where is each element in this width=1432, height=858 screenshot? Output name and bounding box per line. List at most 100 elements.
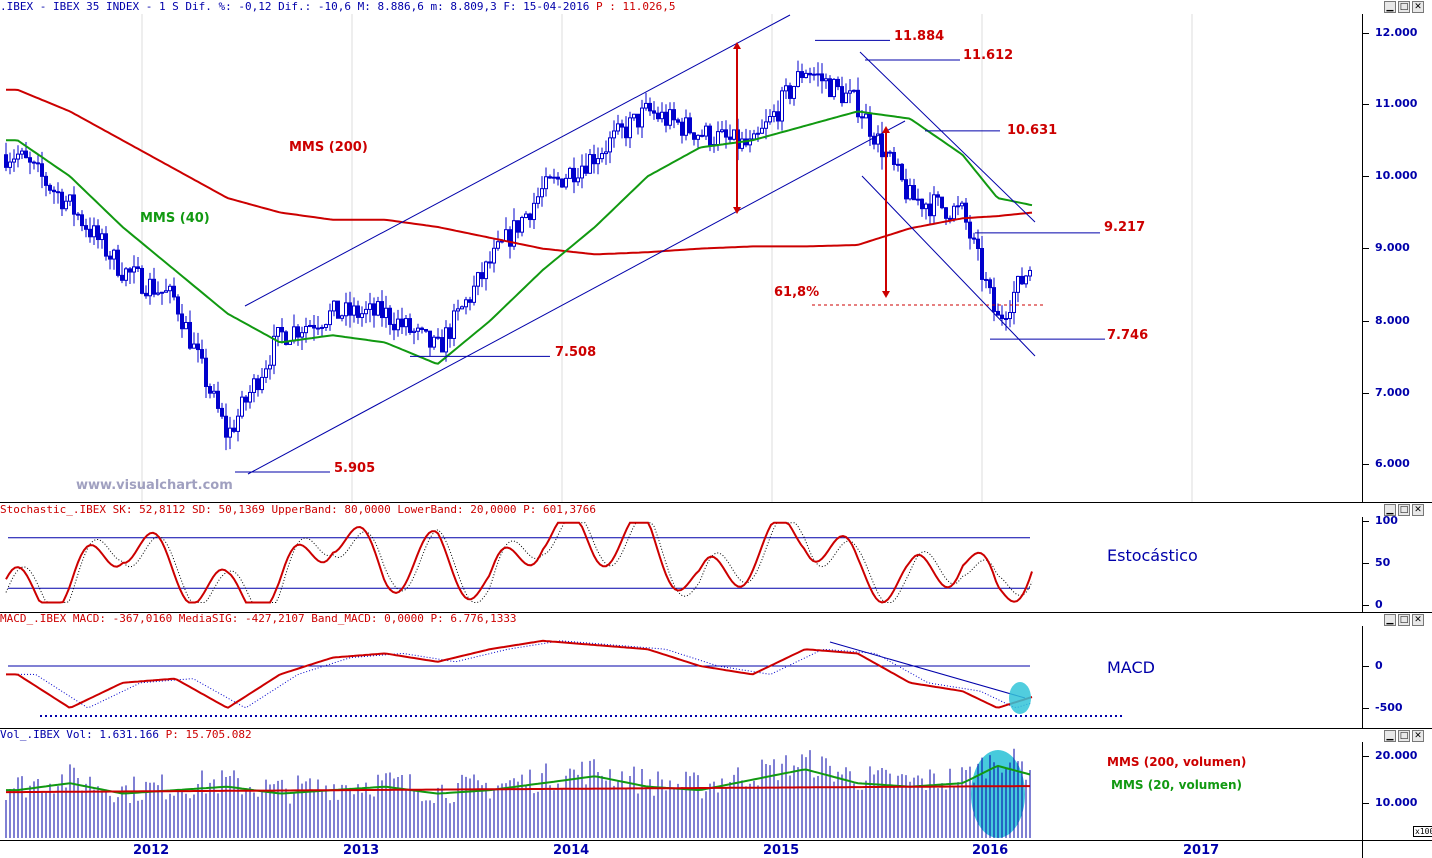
price-candle: [416, 327, 420, 332]
price-candle: [92, 225, 96, 238]
price-candle: [612, 130, 616, 139]
level-7746-label: 7.746: [1107, 328, 1149, 343]
price-candle: [412, 330, 416, 333]
price-candle: [216, 390, 220, 409]
price-header-prefix: .IBEX - IBEX 35 INDEX - 1 S Dif. %: -0,1…: [0, 0, 597, 13]
price-candle: [240, 396, 244, 417]
maximize-button[interactable]: □: [1398, 1, 1410, 13]
price-candle: [552, 176, 556, 179]
price-candle: [876, 133, 880, 145]
price-candle: [540, 188, 544, 198]
maximize-button[interactable]: □: [1398, 504, 1410, 516]
minimize-button[interactable]: ▁: [1384, 614, 1396, 626]
price-candle: [668, 109, 672, 126]
price-candle: [252, 378, 256, 393]
price-candle: [544, 176, 548, 190]
close-button[interactable]: ✕: [1412, 1, 1424, 13]
price-candle: [628, 117, 632, 139]
price-candle: [372, 303, 376, 316]
price-candle: [620, 123, 624, 128]
price-candle: [772, 111, 776, 118]
price-candle: [496, 241, 500, 249]
price-candle: [588, 154, 592, 174]
fib-618-label: 61,8%: [774, 285, 820, 300]
price-candle: [120, 274, 124, 281]
price-candle: [476, 272, 480, 287]
price-candle: [228, 427, 232, 438]
price-candle: [36, 162, 40, 165]
price-candle: [608, 137, 612, 153]
price-candle: [984, 278, 988, 281]
watermark: www.visualchart.com: [76, 478, 233, 493]
price-candle: [912, 185, 916, 201]
price-candle: [812, 73, 816, 76]
price-candle: [364, 308, 368, 315]
price-candle: [920, 198, 924, 210]
arrow-heads: [733, 42, 890, 298]
price-candle: [888, 151, 892, 154]
minimize-button[interactable]: ▁: [1384, 730, 1396, 742]
price-candle: [944, 207, 948, 219]
price-candle: [200, 349, 204, 359]
price-candle: [1024, 275, 1028, 285]
close-button[interactable]: ✕: [1412, 504, 1424, 516]
time-axis: 2012 2013 2014 2015 2016 2017: [0, 840, 1362, 858]
price-candle: [116, 249, 120, 276]
price-candle: [996, 310, 1000, 316]
price-candle: [852, 89, 856, 92]
level-9217-label: 9.217: [1104, 220, 1146, 235]
price-candle: [908, 185, 912, 200]
price-candle: [440, 337, 444, 353]
price-candle: [832, 78, 836, 98]
minimize-button[interactable]: ▁: [1384, 504, 1396, 516]
minimize-button[interactable]: ▁: [1384, 1, 1396, 13]
price-candle: [676, 119, 680, 123]
price-candle: [732, 129, 736, 140]
price-candle: [688, 117, 692, 134]
price-candle: [80, 214, 84, 227]
price-candle: [172, 285, 176, 298]
price-candle: [700, 134, 704, 137]
price-candle: [312, 324, 316, 329]
price-candle: [156, 292, 160, 295]
maximize-button[interactable]: □: [1398, 730, 1410, 742]
price-candle: [904, 179, 908, 200]
channel-line: [244, 14, 791, 307]
price-candle: [424, 328, 428, 332]
price-candle: [328, 310, 332, 326]
price-candle: [508, 229, 512, 247]
price-candle: [792, 85, 796, 99]
price-candle: [992, 287, 996, 312]
price-candle: [464, 299, 468, 308]
price-candle: [532, 202, 536, 221]
price-candle: [164, 290, 168, 293]
price-candle: [300, 332, 304, 338]
price-candle: [420, 327, 424, 330]
macd-header-text: MACD_.IBEX MACD: -367,0160 MediaSIG: -42…: [0, 612, 517, 625]
price-candle: [892, 151, 896, 165]
price-candle: [872, 135, 876, 145]
price-candle: [52, 189, 56, 193]
price-candle: [232, 427, 236, 432]
price-candle: [900, 163, 904, 181]
price-candle: [632, 113, 636, 119]
price-candle: [76, 213, 80, 216]
vol-window-buttons: ▁ □ ✕: [1384, 730, 1428, 742]
price-candle: [760, 127, 764, 134]
price-axis: 12.000 11.000 10.000 9.000 8.000 7.000 6…: [1362, 14, 1432, 502]
stoch-sk-line: [5, 521, 1033, 604]
price-candle: [396, 318, 400, 331]
macd-trend-line: [829, 641, 1026, 699]
price-candle: [88, 228, 92, 238]
macd-chart: [6, 639, 1122, 717]
maximize-button[interactable]: □: [1398, 614, 1410, 626]
price-candle: [524, 213, 528, 219]
price-candle: [236, 415, 240, 432]
price-candle: [432, 336, 436, 348]
price-candle: [124, 268, 128, 281]
price-candle: [404, 318, 408, 328]
price-candle: [8, 161, 12, 168]
close-button[interactable]: ✕: [1412, 614, 1424, 626]
price-candle: [1008, 312, 1012, 320]
close-button[interactable]: ✕: [1412, 730, 1424, 742]
